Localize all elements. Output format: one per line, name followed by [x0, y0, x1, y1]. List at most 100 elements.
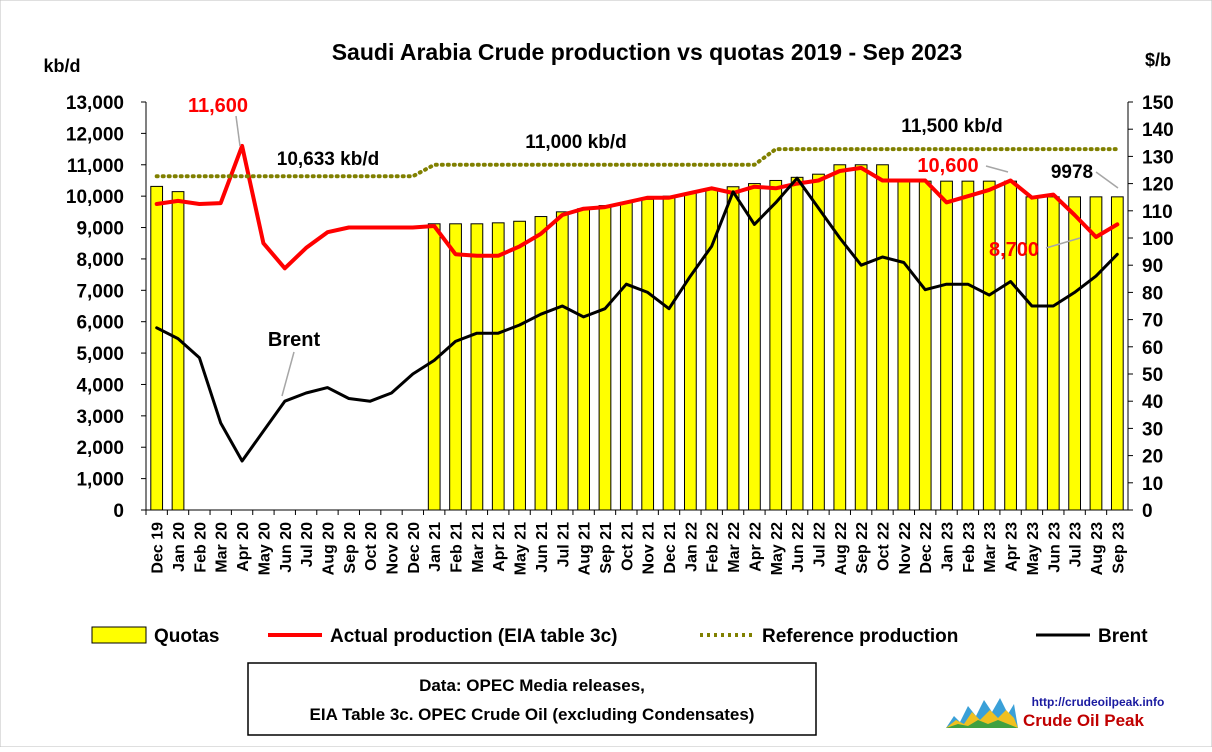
point-actual-production-eia-table-3c-aug-20: [326, 231, 328, 233]
point-brent-dec-19: [155, 327, 157, 329]
point-brent-oct-21: [625, 283, 627, 285]
point-reference-production-jan-21: [433, 164, 435, 166]
annotation-leader-9978: [1095, 171, 1119, 189]
point-reference-production-mar-21: [476, 164, 478, 166]
x-tick-label-jun-23: Jun 23: [1046, 522, 1063, 573]
point-brent-aug-23: [1095, 275, 1097, 277]
point-reference-production-dec-19: [155, 175, 157, 177]
x-tick-label-apr-21: Apr 21: [491, 522, 508, 572]
point-brent-jun-23: [1052, 305, 1054, 307]
right-tick-label-20: 20: [1142, 447, 1163, 468]
left-tick-label-11-000: 11,000: [67, 156, 124, 177]
point-actual-production-eia-table-3c-may-20: [262, 242, 264, 244]
legend-item-quotas: Quotas: [91, 626, 219, 647]
bar-quotas-jun-23: [1046, 196, 1060, 511]
left-tick-label-12-000: 12,000: [66, 124, 124, 145]
point-reference-production-aug-23: [1095, 148, 1097, 150]
point-reference-production-jun-21: [540, 164, 542, 166]
point-brent-dec-20: [412, 373, 414, 375]
point-actual-production-eia-table-3c-dec-22: [924, 179, 926, 181]
point-reference-production-feb-23: [967, 148, 969, 150]
point-brent-jan-21: [433, 359, 435, 361]
legend-label-quotas: Quotas: [154, 626, 219, 647]
point-brent-sep-21: [604, 308, 606, 310]
legend-label-reference-production: Reference production: [762, 626, 958, 647]
right-tick-label-120: 120: [1142, 175, 1174, 196]
point-reference-production-nov-21: [646, 164, 648, 166]
point-actual-production-eia-table-3c-sep-20: [348, 226, 350, 228]
right-tick-label-40: 40: [1142, 392, 1163, 413]
legend-label-brent: Brent: [1098, 626, 1148, 647]
point-reference-production-may-22: [775, 148, 777, 150]
left-tick-label-7-000: 7,000: [76, 281, 124, 302]
point-actual-production-eia-table-3c-jun-23: [1052, 193, 1054, 195]
left-tick-label-1-000: 1,000: [76, 470, 124, 491]
point-actual-production-eia-table-3c-jan-21: [433, 225, 435, 227]
point-brent-mar-22: [732, 191, 734, 193]
bar-quotas-aug-21: [577, 208, 591, 511]
x-tick-label-oct-20: Oct 20: [363, 522, 380, 571]
x-tick-label-feb-22: Feb 22: [705, 522, 722, 573]
point-brent-dec-21: [668, 308, 670, 310]
point-actual-production-eia-table-3c-feb-20: [198, 203, 200, 205]
bar-quotas-oct-21: [619, 201, 633, 511]
point-reference-production-aug-22: [839, 148, 841, 150]
crudeoilpeak-logo: http://crudeoilpeak.info Crude Oil Peak: [946, 695, 1164, 730]
point-brent-oct-22: [881, 256, 883, 258]
left-tick-label-10-000: 10,000: [66, 187, 124, 208]
x-tick-label-dec-19: Dec 19: [150, 522, 167, 574]
x-tick-label-dec-22: Dec 22: [918, 522, 935, 574]
bar-quotas-sep-22: [854, 164, 868, 511]
annotation-10-633-kb-d: 10,633 kb/d: [277, 149, 379, 170]
point-brent-sep-20: [348, 397, 350, 399]
point-brent-jun-20: [284, 400, 286, 402]
bar-quotas-dec-22: [918, 180, 932, 511]
point-brent-apr-23: [1009, 280, 1011, 282]
point-brent-feb-20: [198, 356, 200, 358]
right-tick-label-130: 130: [1142, 147, 1174, 168]
point-actual-production-eia-table-3c-feb-22: [711, 187, 713, 189]
point-reference-production-feb-22: [711, 164, 713, 166]
bar-quotas-jul-22: [812, 173, 825, 511]
bar-quotas-jul-23: [1068, 196, 1082, 511]
bar-quotas-oct-22: [876, 164, 889, 511]
line-reference-production: [154, 147, 1120, 179]
bar-quotas-apr-21: [491, 222, 505, 511]
logo-url: http://crudeoilpeak.info: [1032, 695, 1165, 709]
right-tick-label-90: 90: [1142, 256, 1163, 277]
point-actual-production-eia-table-3c-aug-23: [1095, 236, 1097, 238]
bar-quotas-sep-23: [1110, 196, 1124, 511]
bar-quotas-jan-21: [427, 223, 441, 511]
plot-area: [150, 143, 1124, 511]
logo-name: Crude Oil Peak: [1023, 711, 1144, 730]
point-brent-feb-21: [454, 340, 456, 342]
x-tick-label-jul-22: Jul 22: [811, 522, 828, 567]
point-actual-production-eia-table-3c-jan-20: [177, 200, 179, 202]
x-tick-label-mar-22: Mar 22: [726, 522, 743, 573]
point-reference-production-oct-22: [881, 148, 883, 150]
x-tick-label-apr-20: Apr 20: [235, 522, 252, 572]
bar-quotas-jan-20: [171, 191, 185, 511]
point-actual-production-eia-table-3c-may-23: [1031, 197, 1033, 199]
point-reference-production-jun-23: [1052, 148, 1054, 150]
point-reference-production-jun-20: [284, 175, 286, 177]
x-tick-label-may-21: May 21: [513, 522, 530, 575]
bar-quotas-mar-23: [982, 180, 996, 511]
annotation-leader-10-600: [985, 165, 1009, 173]
point-brent-jul-22: [817, 207, 819, 209]
point-actual-production-eia-table-3c-aug-21: [582, 208, 584, 210]
x-tick-label-jan-23: Jan 23: [940, 522, 957, 572]
point-actual-production-eia-table-3c-sep-23: [1116, 223, 1118, 225]
point-brent-jan-20: [177, 337, 179, 339]
x-tick-label-feb-23: Feb 23: [961, 522, 978, 573]
point-reference-production-oct-21: [625, 164, 627, 166]
point-brent-jul-20: [305, 392, 307, 394]
point-reference-production-sep-23: [1116, 148, 1118, 150]
point-brent-aug-22: [839, 237, 841, 239]
point-actual-production-eia-table-3c-apr-20: [241, 145, 243, 147]
source-box-frame: [247, 662, 817, 736]
legend-label-actual-production: Actual production (EIA table 3c): [330, 626, 618, 647]
point-brent-apr-20: [241, 460, 243, 462]
left-tick-label-8-000: 8,000: [76, 250, 124, 271]
